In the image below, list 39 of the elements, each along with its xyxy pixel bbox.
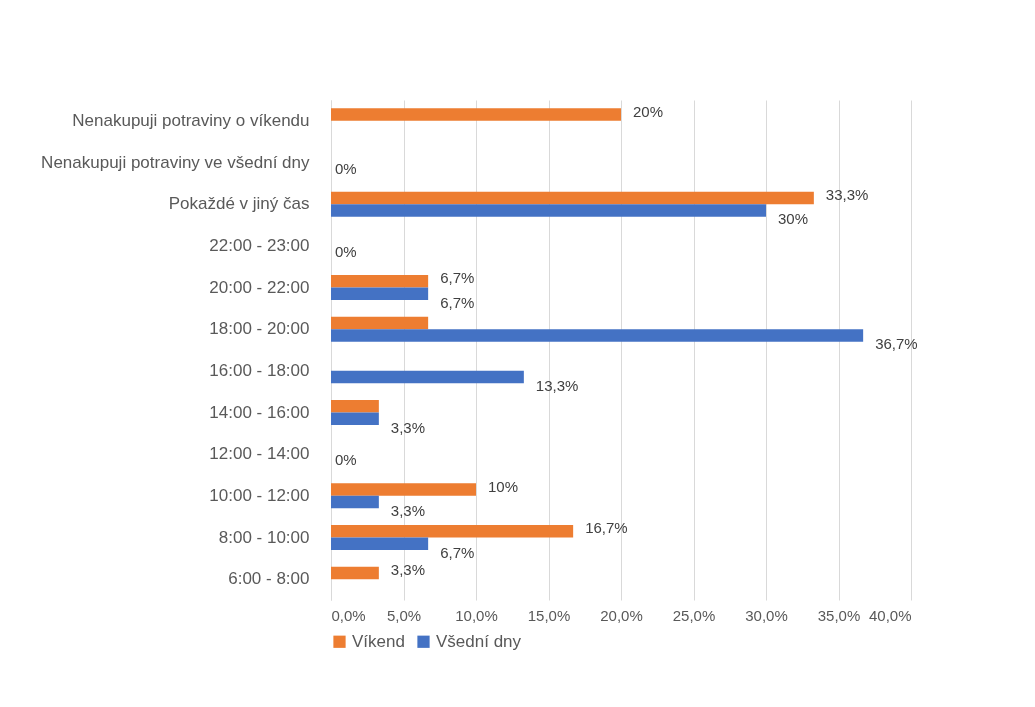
x-tick-label: 15,0% — [527, 606, 571, 624]
y-tick-label: 10:00 - 12:00 — [209, 485, 310, 505]
data-label: 10% — [488, 477, 519, 495]
data-label: 6,7% — [440, 293, 475, 311]
data-label: 0% — [335, 243, 357, 261]
y-tick-label: 22:00 - 23:00 — [209, 235, 310, 255]
x-tick-label: 5,0% — [386, 606, 422, 624]
legend-label: Víkend — [352, 631, 405, 651]
y-tick-label: 14:00 - 16:00 — [209, 402, 310, 422]
x-tick-label: 30,0% — [745, 606, 788, 624]
data-label: 0% — [335, 451, 357, 469]
y-tick-label: 20:00 - 22:00 — [209, 277, 310, 297]
y-tick-label: 18:00 - 20:00 — [209, 319, 310, 339]
data-label: 3,3% — [390, 418, 426, 436]
y-tick-label: Nenakupuji potraviny ve všední dny — [41, 152, 310, 172]
x-tick-label: 40,0% — [868, 606, 912, 624]
y-tick-label: 6:00 - 8:00 — [228, 569, 310, 589]
x-tick-label: 0,0% — [331, 606, 366, 624]
data-label: 16,7% — [585, 519, 628, 537]
legend-label: Všední dny — [436, 631, 522, 651]
data-label: 0% — [335, 159, 357, 177]
data-label: 6,7% — [440, 269, 475, 287]
y-tick-label: 12:00 - 14:00 — [209, 444, 310, 464]
y-tick-label: Nenakupuji potraviny o víkendu — [72, 110, 310, 130]
y-tick-label: 16:00 - 18:00 — [209, 360, 310, 380]
data-label: 6,7% — [440, 543, 475, 561]
y-tick-label: Pokaždé v jiný čas — [168, 194, 310, 214]
x-tick-label: 10,0% — [455, 606, 498, 624]
x-tick-label: 35,0% — [817, 606, 861, 624]
data-label: 36,7% — [875, 335, 918, 353]
data-label: 20% — [633, 102, 664, 120]
x-tick-label: 20,0% — [600, 606, 643, 624]
data-label: 13,3% — [535, 377, 579, 395]
y-tick-label: 8:00 - 10:00 — [218, 527, 310, 547]
data-label: 3,3% — [390, 560, 426, 578]
data-label: 33,3% — [825, 185, 869, 203]
data-label: 30% — [778, 210, 809, 228]
data-label: 3,3% — [390, 502, 426, 520]
x-tick-label: 25,0% — [672, 606, 716, 624]
